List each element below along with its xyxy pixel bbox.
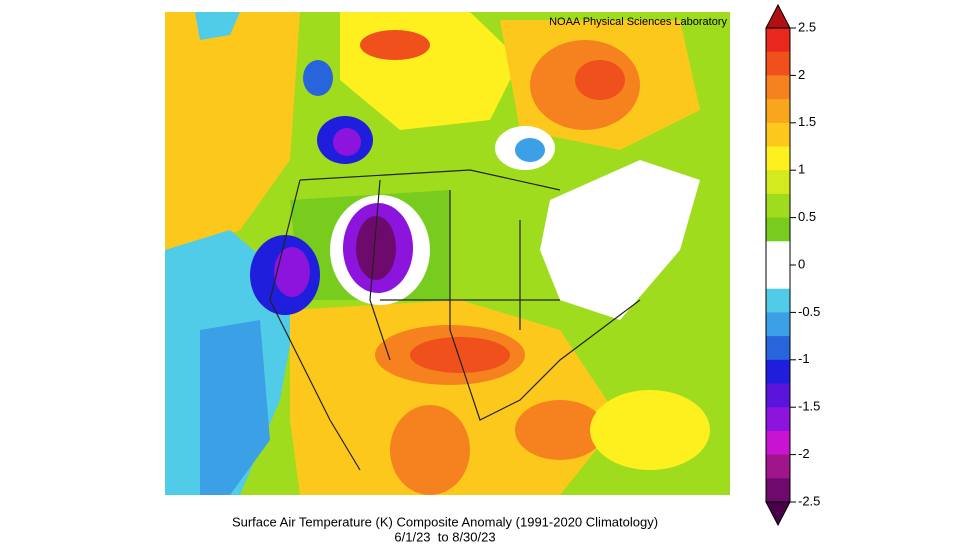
map-title: Surface Air Temperature (K) Composite An… <box>232 514 658 529</box>
region <box>303 60 333 96</box>
region <box>274 247 310 297</box>
map <box>165 12 730 495</box>
color-band <box>766 430 790 456</box>
color-band <box>766 359 790 384</box>
color-band <box>766 122 790 147</box>
over-arrow <box>765 3 791 29</box>
region <box>515 400 605 460</box>
region <box>333 128 361 156</box>
color-band <box>766 478 790 503</box>
region <box>356 216 396 280</box>
color-band <box>766 454 790 479</box>
color-band <box>766 99 790 124</box>
region <box>165 12 300 260</box>
region <box>515 138 545 162</box>
region <box>575 60 625 100</box>
under-arrow <box>765 501 791 527</box>
tick-label: 2 <box>798 67 805 82</box>
tick-label: -1.5 <box>798 399 820 414</box>
color-band <box>766 336 790 361</box>
region <box>390 405 470 495</box>
tick-label: -0.5 <box>798 304 820 319</box>
color-band <box>766 383 790 408</box>
color-band <box>766 288 790 313</box>
tick-label: 0.5 <box>798 209 816 224</box>
tick-label: -2 <box>798 446 810 461</box>
map-subtitle: 6/1/23 to 8/30/23 <box>394 529 495 544</box>
region <box>590 390 710 470</box>
tick-label: 2.5 <box>798 19 816 34</box>
region <box>540 160 700 320</box>
color-band <box>766 241 790 266</box>
color-band <box>766 193 790 219</box>
tick-label: -1 <box>798 351 810 366</box>
color-band <box>766 146 790 171</box>
color-band <box>766 51 790 76</box>
colorbar: 2.5 2 1.5 1 0.5 0 -0.5 -1 -1.5 -2 -2.5 <box>765 3 820 527</box>
color-band <box>766 170 790 195</box>
region <box>360 30 430 60</box>
tick-label: -2.5 <box>798 493 820 508</box>
color-band <box>766 407 790 432</box>
color-band <box>766 75 790 100</box>
color-band <box>766 28 790 53</box>
region <box>195 12 240 40</box>
credit: NOAA Physical Sciences Laboratory <box>549 16 727 28</box>
tick-label: 1 <box>798 162 805 177</box>
tick-label: 1.5 <box>798 114 816 129</box>
color-band <box>766 312 790 337</box>
border <box>269 169 641 471</box>
color-band <box>766 217 790 242</box>
tick-label: 0 <box>798 256 805 271</box>
color-band <box>766 265 790 290</box>
region <box>410 337 510 373</box>
region <box>200 320 270 495</box>
